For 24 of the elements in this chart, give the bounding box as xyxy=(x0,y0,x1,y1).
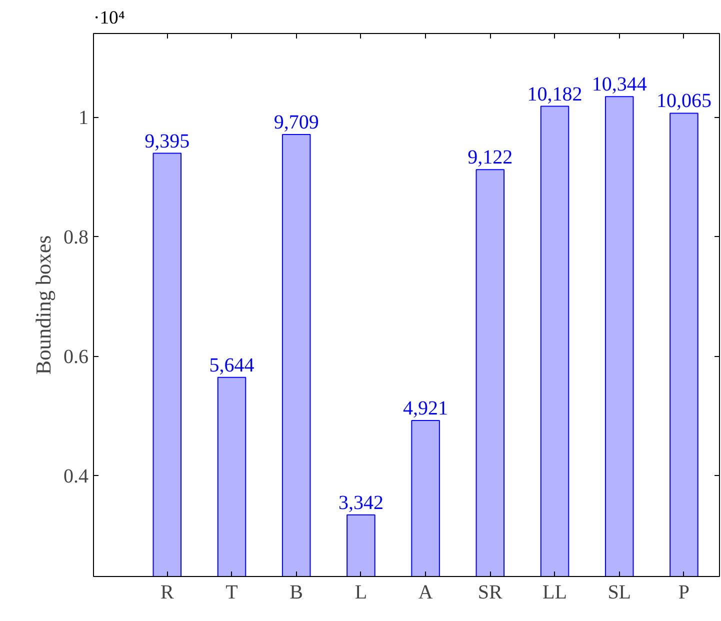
y-tick-label: 0.8 xyxy=(64,226,88,249)
x-tick-label: P xyxy=(678,582,690,604)
annotation: 3,342 xyxy=(338,492,384,514)
annotation: 9,395 xyxy=(144,130,190,152)
annotation: 4,921 xyxy=(403,398,448,420)
text: ·10⁴ xyxy=(94,8,125,28)
annotation: 9,709 xyxy=(274,112,319,134)
y-axis-title: Bounding boxes xyxy=(32,235,56,375)
x-tick-label: SR xyxy=(478,582,504,604)
x-tick-label: L xyxy=(354,582,368,604)
annotation: 10,065 xyxy=(656,90,712,112)
x-tick-label: LL xyxy=(542,582,567,604)
annotation: 10,182 xyxy=(527,83,582,106)
annotation: 9,122 xyxy=(468,146,513,169)
annotation: 10,344 xyxy=(592,74,647,96)
x-tick-label: A xyxy=(418,582,434,604)
annotation: 5,644 xyxy=(209,354,254,376)
y-tick-label: 1 xyxy=(78,107,88,130)
x-tick-label: T xyxy=(226,582,238,604)
x-tick-label: SL xyxy=(608,582,632,604)
x-tick-label: B xyxy=(290,582,304,604)
y-tick-label: 0.4 xyxy=(64,466,88,488)
y-tick-label: 0.6 xyxy=(64,346,88,368)
x-tick-label: R xyxy=(160,582,174,604)
